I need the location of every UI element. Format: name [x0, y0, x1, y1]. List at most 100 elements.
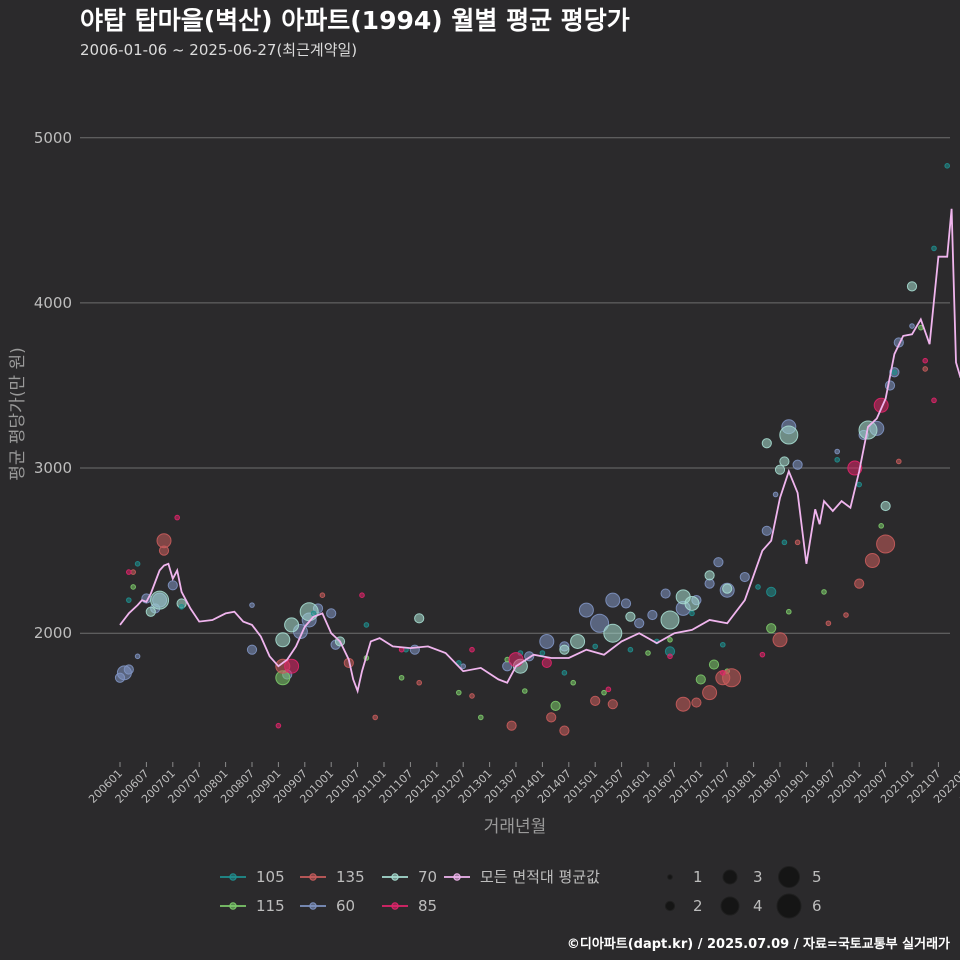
point-70 — [761, 438, 772, 449]
point-70 — [145, 606, 156, 617]
point-60 — [578, 602, 594, 618]
point-70 — [880, 500, 891, 512]
point-60 — [713, 557, 724, 568]
legend-key-dot — [391, 902, 399, 910]
point-85 — [469, 646, 475, 653]
point-70 — [150, 590, 170, 610]
point-115 — [667, 636, 673, 643]
point-105 — [891, 369, 898, 376]
legend-key-dot — [229, 902, 237, 910]
size-legend-label: 2 — [693, 897, 703, 915]
size-legend-circle — [664, 900, 676, 912]
size-legend-circle — [776, 893, 802, 919]
legend-key-dot — [391, 873, 399, 881]
point-115 — [478, 714, 484, 721]
data-points — [114, 163, 951, 736]
point-105 — [755, 584, 761, 590]
point-60 — [460, 663, 467, 670]
point-85 — [508, 652, 524, 668]
point-115 — [550, 700, 561, 711]
gridlines — [80, 137, 950, 634]
legend-key-dot — [229, 873, 237, 881]
point-60 — [620, 598, 632, 609]
point-85 — [126, 569, 132, 575]
point-135 — [825, 620, 832, 627]
legend-label: 135 — [336, 868, 365, 886]
size-legend-circle — [778, 866, 800, 888]
point-135 — [896, 458, 902, 465]
size-legend-circle — [667, 874, 673, 880]
point-60 — [739, 571, 750, 583]
point-105 — [720, 641, 726, 648]
point-115 — [645, 650, 651, 656]
point-60 — [167, 580, 178, 591]
point-105 — [592, 643, 599, 650]
point-60 — [660, 588, 671, 599]
point-85 — [931, 397, 937, 404]
point-135 — [843, 612, 849, 618]
point-85 — [359, 592, 365, 599]
point-85 — [759, 651, 766, 658]
point-60 — [249, 602, 255, 608]
point-60 — [246, 644, 258, 655]
point-85 — [174, 514, 180, 521]
point-70 — [570, 633, 586, 649]
point-60 — [123, 664, 134, 675]
size-legend-label: 3 — [753, 868, 763, 886]
point-135 — [794, 539, 801, 546]
y-axis-ticks: 2000 3000 4000 5000 — [34, 129, 72, 642]
point-115 — [130, 584, 136, 590]
legend-label: 85 — [418, 897, 437, 915]
point-105 — [126, 597, 132, 603]
y-axis-label: 평균 평당가(만 원) — [8, 347, 28, 481]
point-70 — [722, 583, 733, 594]
point-85 — [720, 670, 726, 676]
point-85 — [922, 357, 929, 364]
point-60 — [539, 633, 555, 649]
point-135 — [675, 696, 691, 712]
point-60 — [634, 618, 645, 629]
point-135 — [546, 712, 557, 723]
point-60 — [792, 459, 803, 470]
point-105 — [363, 622, 370, 628]
y-tick-label: 2000 — [34, 624, 72, 642]
point-135 — [607, 699, 618, 710]
y-tick-label: 3000 — [34, 459, 72, 477]
size-legend-label: 5 — [812, 868, 822, 886]
point-105 — [178, 603, 185, 610]
point-60 — [647, 609, 658, 621]
point-115 — [695, 674, 706, 685]
point-135 — [702, 685, 718, 701]
point-70 — [625, 611, 636, 622]
legend-label: 70 — [418, 868, 437, 886]
point-60 — [134, 653, 141, 660]
legend-key-dot — [453, 873, 461, 881]
point-85 — [541, 657, 552, 669]
point-105 — [134, 561, 141, 567]
point-115 — [821, 589, 827, 595]
size-legend-label: 6 — [812, 897, 822, 915]
point-70 — [284, 617, 300, 633]
point-135 — [864, 553, 880, 569]
point-105 — [766, 586, 777, 598]
point-70 — [779, 456, 790, 467]
point-115 — [456, 689, 462, 696]
point-105 — [539, 650, 546, 656]
average-line-segment — [119, 208, 960, 695]
chart-subtitle: 2006-01-06 ~ 2025-06-27(최근계약일) — [80, 41, 357, 59]
point-105 — [310, 610, 317, 617]
point-105 — [456, 660, 462, 666]
point-70 — [603, 623, 623, 643]
point-115 — [708, 659, 720, 670]
point-105 — [944, 163, 951, 169]
point-70 — [684, 595, 700, 611]
average-line — [119, 208, 960, 695]
point-70 — [559, 644, 570, 655]
legend-label: 모든 면적대 평균값 — [480, 868, 600, 886]
legend-key-dot — [309, 902, 317, 910]
point-60 — [590, 613, 610, 633]
point-115 — [601, 689, 607, 696]
point-135 — [416, 679, 423, 686]
point-105 — [931, 245, 937, 252]
